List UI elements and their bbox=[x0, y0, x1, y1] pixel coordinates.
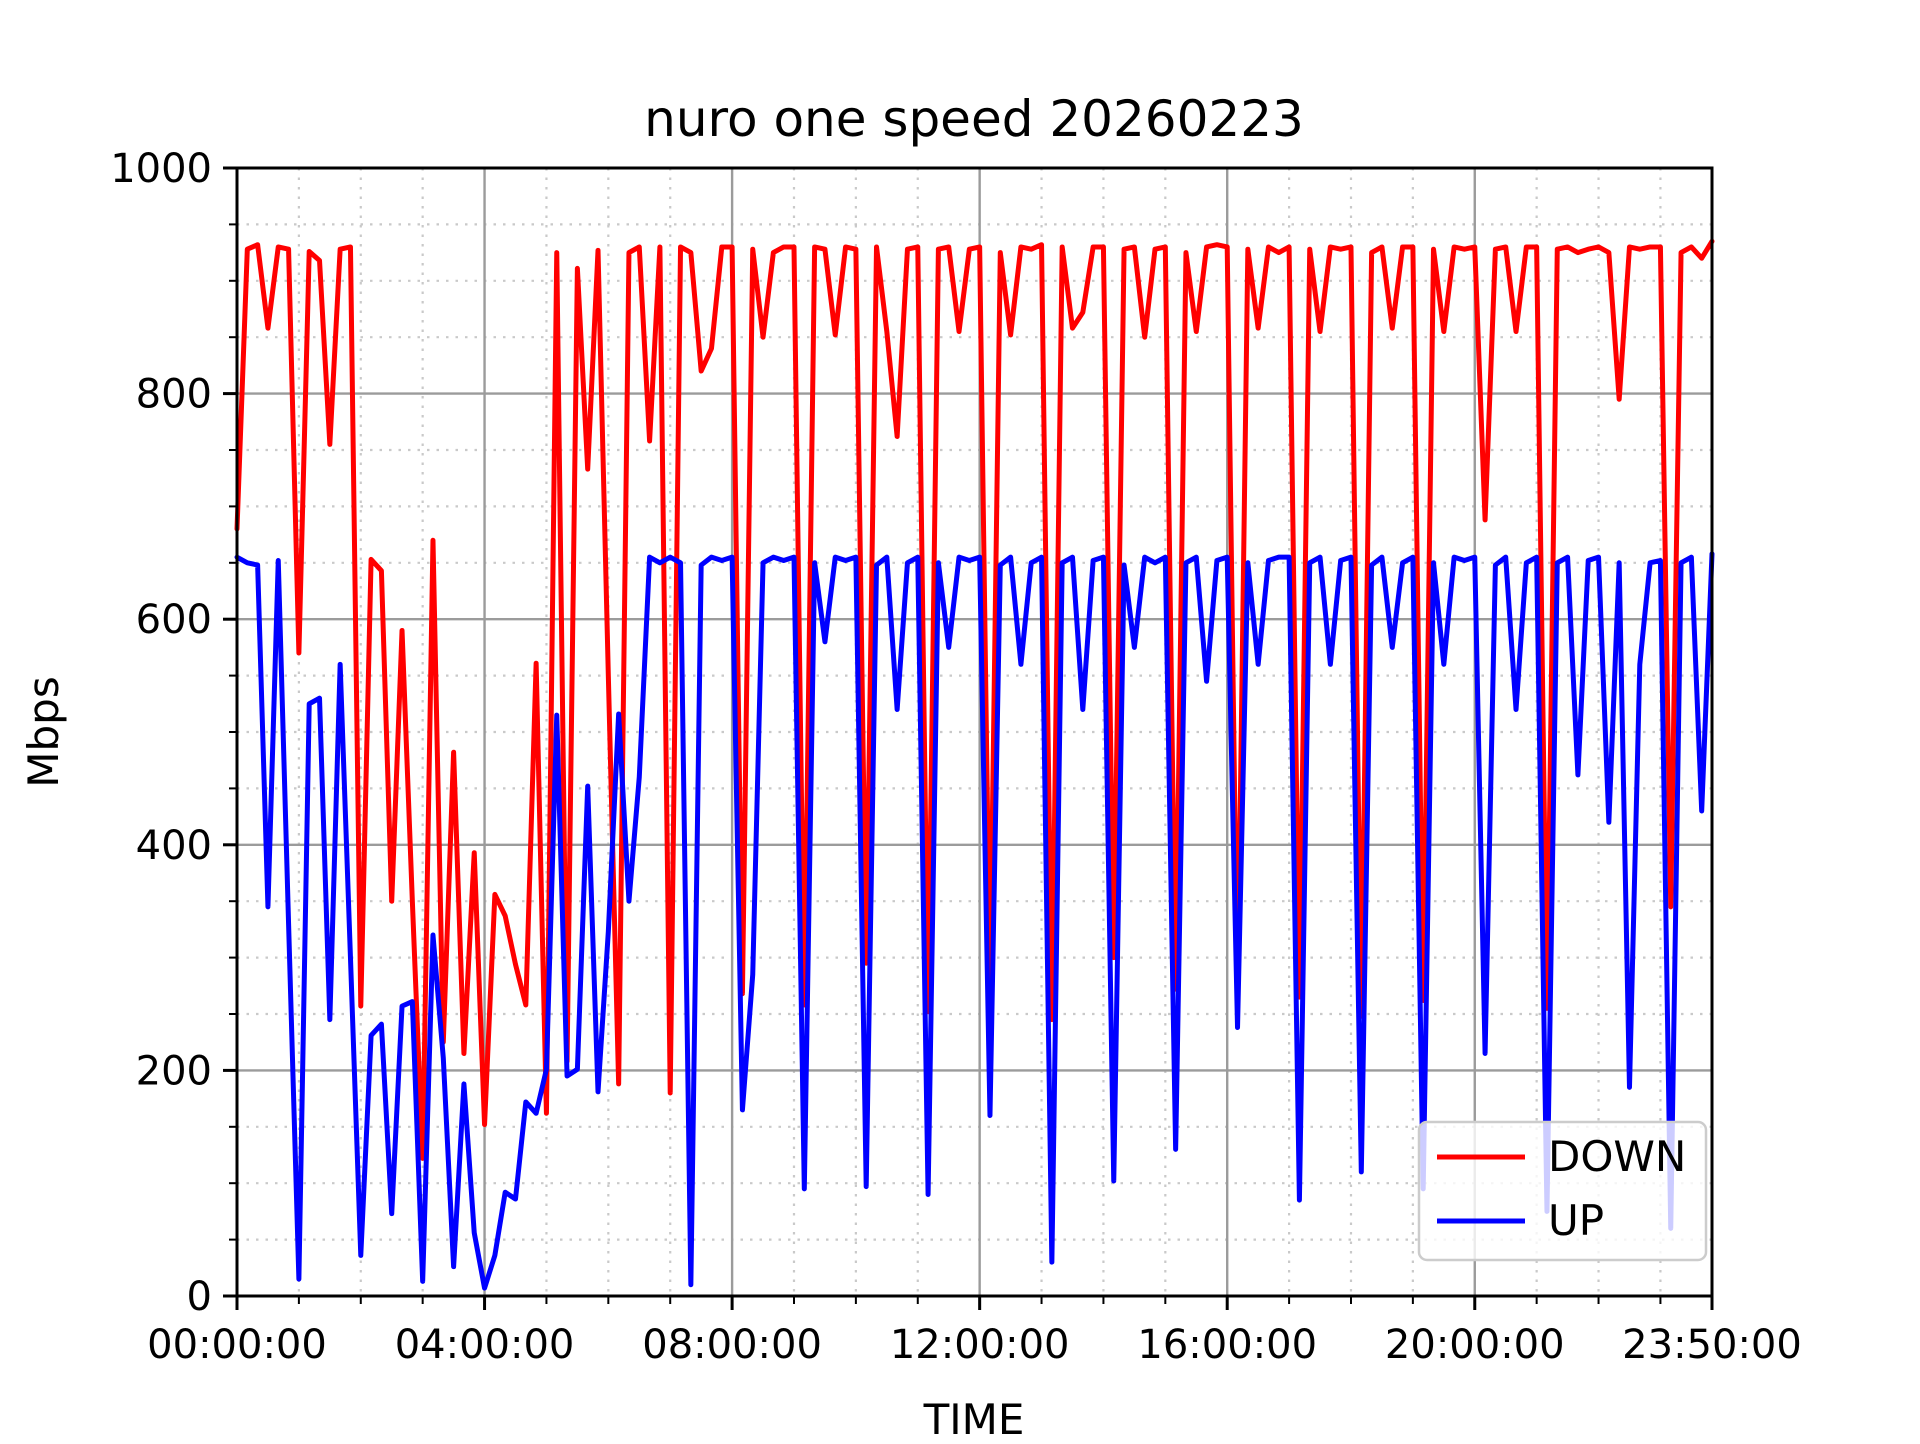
series-layer bbox=[234, 238, 1715, 1291]
legend-down-label: DOWN bbox=[1548, 1132, 1686, 1181]
axes-layer bbox=[223, 166, 1714, 1310]
x-tick-label: 16:00:00 bbox=[1137, 1322, 1317, 1368]
down-series-line bbox=[234, 238, 1715, 1161]
y-tick-label: 200 bbox=[136, 1048, 212, 1094]
legend-up-label: UP bbox=[1548, 1196, 1604, 1245]
up-series-line bbox=[234, 551, 1715, 1291]
y-tick-label: 600 bbox=[136, 597, 212, 643]
y-tick-label: 800 bbox=[136, 372, 212, 418]
x-tick-label: 04:00:00 bbox=[395, 1322, 575, 1368]
y-tick-label: 1000 bbox=[110, 146, 212, 192]
y-tick-label: 400 bbox=[136, 823, 212, 869]
x-tick-label: 20:00:00 bbox=[1385, 1322, 1565, 1368]
y-axis-label: Mbps bbox=[19, 676, 68, 787]
tick-label-layer: 00:00:00 04:00:00 08:00:00 12:00:00 16:00:00… bbox=[110, 146, 1802, 1368]
x-tick-label: 12:00:00 bbox=[890, 1322, 1070, 1368]
chart-title: nuro one speed 20260223 bbox=[644, 90, 1304, 148]
x-tick-label: 08:00:00 bbox=[642, 1322, 822, 1368]
y-tick-label: 0 bbox=[187, 1274, 212, 1320]
x-tick-label: 00:00:00 bbox=[147, 1322, 327, 1368]
legend: DOWN UP bbox=[1417, 1120, 1708, 1262]
x-tick-label: 23:50:00 bbox=[1622, 1322, 1802, 1368]
x-axis-label: TIME bbox=[923, 1395, 1025, 1440]
